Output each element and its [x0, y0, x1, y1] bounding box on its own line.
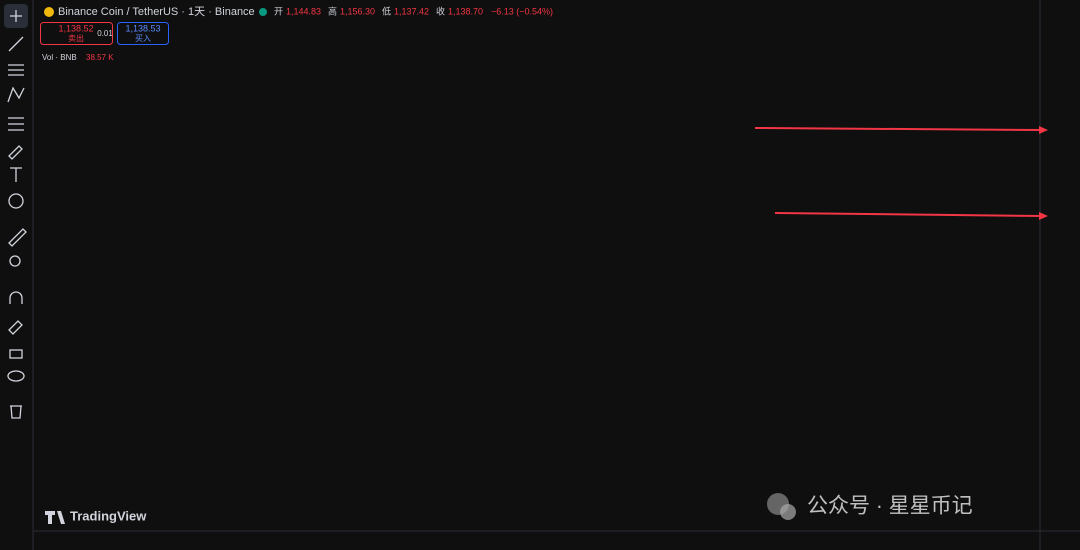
- ohlc-value: 1,137.42: [394, 6, 429, 16]
- text-tool[interactable]: [10, 167, 22, 182]
- buy-price: 1,138.53: [125, 23, 160, 33]
- arrow-head: [1039, 212, 1048, 220]
- sell-button[interactable]: [40, 22, 113, 45]
- ohlc-change: −6.13 (−0.54%): [491, 6, 553, 16]
- projection-tool[interactable]: [8, 117, 24, 131]
- wechat-icon: [780, 504, 796, 520]
- brush-tool[interactable]: [8, 145, 23, 160]
- arrow-line: [754, 127, 1043, 131]
- tv-watermark: TradingView: [70, 508, 147, 523]
- tv-logo: [45, 511, 65, 524]
- emoji-tool[interactable]: [8, 193, 24, 209]
- ohlc-key: 高: [328, 5, 337, 16]
- ohlc-key: 收: [436, 5, 445, 16]
- ohlc-key: 低: [382, 5, 391, 16]
- ohlc-key: 开: [274, 6, 283, 16]
- ruler-tool[interactable]: [8, 228, 27, 247]
- trash-tool[interactable]: [10, 405, 22, 419]
- buy-label: 买入: [135, 34, 151, 43]
- fib-tool[interactable]: [8, 64, 24, 76]
- ohlc-value: 1,138.70: [448, 6, 483, 16]
- magnet-tool[interactable]: [9, 291, 23, 304]
- arrow-head: [1039, 126, 1048, 134]
- toolbar: [4, 4, 28, 419]
- drawing-arrows: [754, 126, 1048, 220]
- sell-price: 1,138.52: [58, 23, 93, 33]
- eye-tool[interactable]: [7, 370, 25, 382]
- sell-label: 卖出: [68, 33, 84, 43]
- cross-icon: [10, 10, 22, 22]
- pattern-tool[interactable]: [7, 86, 25, 103]
- buy-button[interactable]: [117, 22, 169, 45]
- volume-value: 38.57 K: [86, 53, 114, 62]
- lock-draw-tool[interactable]: [8, 320, 23, 335]
- spread: 0.01: [97, 29, 113, 38]
- ohlc-value: 1,144.83: [286, 6, 321, 16]
- line-tool[interactable]: [8, 36, 24, 52]
- volume-title: Vol · BNB: [42, 53, 77, 62]
- zoom-tool[interactable]: [9, 255, 21, 267]
- arrow-line: [774, 212, 1043, 217]
- source-watermark: 公众号 · 星星币记: [807, 495, 973, 518]
- lock-tool[interactable]: [9, 349, 23, 359]
- status-dot: [259, 8, 267, 16]
- symbol-title[interactable]: Binance Coin / TetherUS · 1天 · Binance: [58, 6, 255, 18]
- ohlc-value: 1,156.30: [340, 6, 375, 16]
- symbol-icon: [44, 7, 54, 17]
